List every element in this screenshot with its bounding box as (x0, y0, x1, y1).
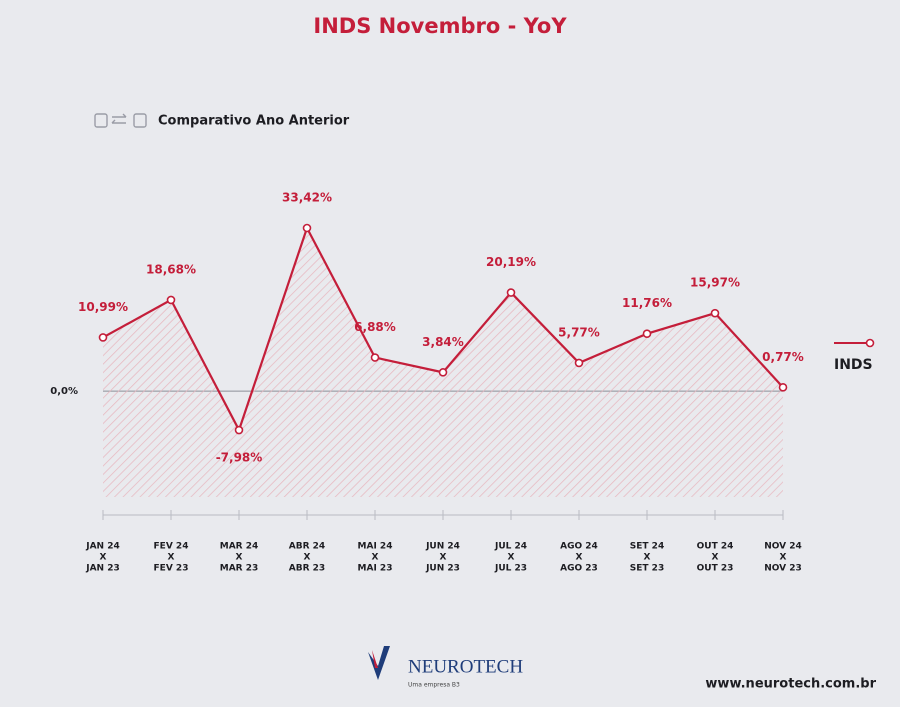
chart-subtitle: Comparativo Ano Anterior (158, 114, 350, 129)
x-tick-label: X (100, 553, 107, 563)
data-label: 18,68% (146, 262, 196, 276)
x-tick-label: JUL 23 (494, 564, 527, 574)
x-tick-label: X (576, 553, 583, 563)
area-hatch (103, 227, 783, 497)
x-tick-label: X (236, 553, 243, 563)
x-tick-label: X (304, 553, 311, 563)
x-tick-label: JUN 23 (425, 564, 460, 574)
data-label: 20,19% (486, 255, 536, 269)
chart-title: INDS Novembro - YoY (313, 14, 567, 38)
data-label: 11,76% (622, 296, 672, 310)
point (370, 353, 380, 362)
x-tick-label: JUL 24 (494, 542, 527, 552)
x-tick-label: OUT 23 (697, 564, 734, 574)
point (778, 383, 788, 392)
data-label: 5,77% (558, 325, 600, 339)
x-tick-label: MAI 24 (358, 542, 393, 552)
brand-logo (368, 646, 390, 680)
data-label: 10,99% (78, 300, 128, 314)
x-tick-label: NOV 23 (764, 564, 802, 574)
website: www.neurotech.com.br (705, 677, 876, 692)
x-tick-label: FEV 24 (154, 542, 189, 552)
x-tick-label: ABR 23 (289, 564, 325, 574)
point (234, 425, 244, 435)
x-tick-label: X (372, 553, 379, 563)
x-tick-label: MAR 23 (220, 564, 259, 574)
brand-tagline: Uma empresa B3 (408, 682, 460, 689)
point (574, 358, 584, 368)
x-tick-label: X (440, 553, 447, 563)
point (302, 223, 312, 233)
point (98, 333, 108, 342)
x-tick-label: FEV 23 (154, 564, 189, 574)
x-tick-label: X (168, 553, 175, 563)
x-tick-label: X (780, 553, 787, 563)
data-label: 0,77% (762, 350, 804, 364)
x-tick-label: JUN 24 (425, 542, 460, 552)
x-tick-label: MAR 24 (220, 542, 259, 552)
point (506, 288, 516, 297)
x-tick-label: AGO 24 (560, 542, 598, 552)
x-tick-label: JAN 24 (85, 542, 120, 552)
x-tick-label: MAI 23 (358, 564, 393, 574)
data-label: 33,42% (282, 190, 332, 204)
x-tick-label: X (712, 553, 719, 563)
calendar-icon (94, 113, 147, 128)
x-tick-label: X (644, 553, 651, 563)
point (438, 368, 448, 377)
data-label: -7,98% (216, 451, 263, 465)
x-tick-label: SET 24 (630, 542, 664, 552)
x-tick-label: JAN 23 (85, 564, 120, 574)
x-tick-label: OUT 24 (697, 542, 734, 552)
data-label: 6,88% (354, 320, 396, 334)
point (710, 308, 720, 318)
x-tick-label: ABR 24 (289, 542, 325, 552)
x-tick-label: X (508, 553, 515, 563)
x-tick-label: NOV 24 (764, 542, 802, 552)
brand-name: NEUROTECH (408, 656, 523, 677)
data-label: 3,84% (422, 335, 464, 349)
legend-label: INDS (834, 357, 873, 373)
x-tick-label: AGO 23 (560, 564, 598, 574)
x-tick-label: SET 23 (630, 564, 664, 574)
data-label: 15,97% (690, 276, 740, 290)
legend-marker (865, 338, 875, 348)
point (166, 295, 176, 305)
point (642, 329, 652, 339)
y-tick-label: 0,0% (50, 386, 78, 397)
